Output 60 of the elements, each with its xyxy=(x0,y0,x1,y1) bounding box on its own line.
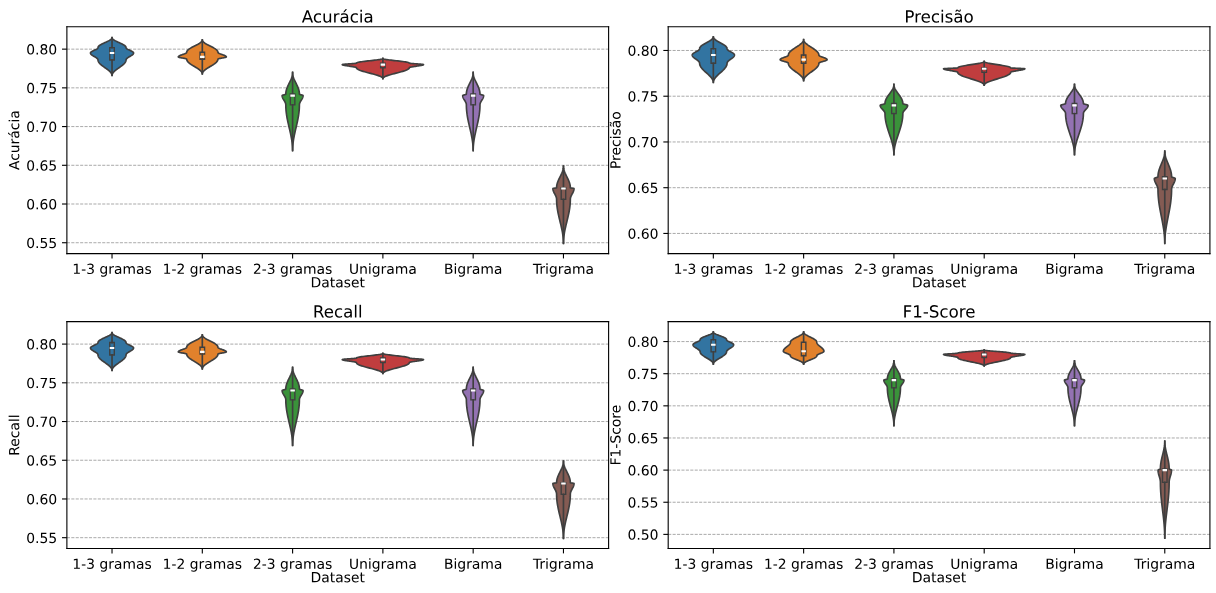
x-tick-label: Bigrama xyxy=(1046,558,1103,572)
x-tick-label: Unigrama xyxy=(951,263,1017,277)
y-tick-label: 0.80 xyxy=(628,45,658,56)
x-tick-label: Bigrama xyxy=(445,558,502,572)
y-axis-title: F1-Score xyxy=(610,405,621,465)
x-tick-label: Unigrama xyxy=(350,558,416,572)
x-tick-label: Trigrama xyxy=(532,558,593,572)
x-axis-title: Dataset xyxy=(913,277,966,288)
x-tick-label: 1-2 gramas xyxy=(765,263,843,277)
y-axis-title: Precisão xyxy=(609,111,621,168)
y-tick-label: 0.65 xyxy=(27,160,56,171)
x-tick-label: 2-3 gramas xyxy=(855,263,933,277)
y-tick-label: 0.60 xyxy=(27,493,57,505)
x-tick-label: 1-3 gramas xyxy=(73,263,152,277)
y-tick-label: 0.60 xyxy=(628,465,658,476)
y-axis-title: Acurácia xyxy=(8,111,20,170)
x-tick-label: 1-3 gramas xyxy=(73,558,152,572)
y-tick-label: 0.70 xyxy=(27,416,57,427)
y-tick-label: 0.75 xyxy=(27,82,56,94)
x-axis-title: Dataset xyxy=(311,572,365,583)
y-tick-label: 0.70 xyxy=(628,400,658,412)
y-tick-label: 0.65 xyxy=(27,455,56,466)
chart-title: Recall xyxy=(314,304,362,318)
x-tick-label: 1-2 gramas xyxy=(164,263,242,277)
chart-title: F1-Score xyxy=(904,305,975,318)
x-axis-title: Dataset xyxy=(311,277,365,288)
x-tick-label: Bigrama xyxy=(445,263,502,277)
x-tick-label: 1-3 gramas xyxy=(675,558,753,572)
x-tick-label: 2-3 gramas xyxy=(855,558,933,572)
x-tick-label: 1-3 gramas xyxy=(675,263,753,277)
y-tick-label: 0.50 xyxy=(628,529,658,540)
y-tick-label: 0.60 xyxy=(628,228,658,239)
y-tick-label: 0.55 xyxy=(27,237,56,249)
x-tick-label: 1-2 gramas xyxy=(765,558,843,572)
x-tick-label: Trigrama xyxy=(1134,558,1195,572)
y-tick-label: 0.65 xyxy=(628,182,658,194)
y-axis-title: Recall xyxy=(8,415,20,455)
x-axis-title: Dataset xyxy=(913,572,966,583)
x-tick-label: Bigrama xyxy=(1046,263,1103,277)
y-tick-label: 0.55 xyxy=(27,532,56,544)
x-tick-label: 2-3 gramas xyxy=(253,558,332,572)
y-tick-label: 0.80 xyxy=(628,336,658,348)
chart-title: Acurácia xyxy=(301,9,373,23)
y-tick-label: 0.80 xyxy=(27,339,57,350)
y-tick-label: 0.80 xyxy=(27,44,57,55)
x-tick-label: 2-3 gramas xyxy=(253,263,332,277)
y-tick-label: 0.75 xyxy=(628,368,658,380)
x-tick-label: Unigrama xyxy=(951,558,1017,572)
x-tick-label: 1-2 gramas xyxy=(164,558,242,572)
y-tick-label: 0.70 xyxy=(628,136,658,148)
x-tick-label: Unigrama xyxy=(350,263,416,277)
y-tick-label: 0.70 xyxy=(27,121,57,133)
x-tick-label: Trigrama xyxy=(532,263,593,277)
y-tick-label: 0.65 xyxy=(628,432,658,444)
y-tick-label: 0.55 xyxy=(628,497,658,508)
y-tick-label: 0.75 xyxy=(27,377,56,389)
chart-title: Precisão xyxy=(906,9,973,23)
y-tick-label: 0.60 xyxy=(27,198,57,210)
x-tick-label: Trigrama xyxy=(1134,263,1195,277)
y-tick-label: 0.75 xyxy=(628,91,658,102)
